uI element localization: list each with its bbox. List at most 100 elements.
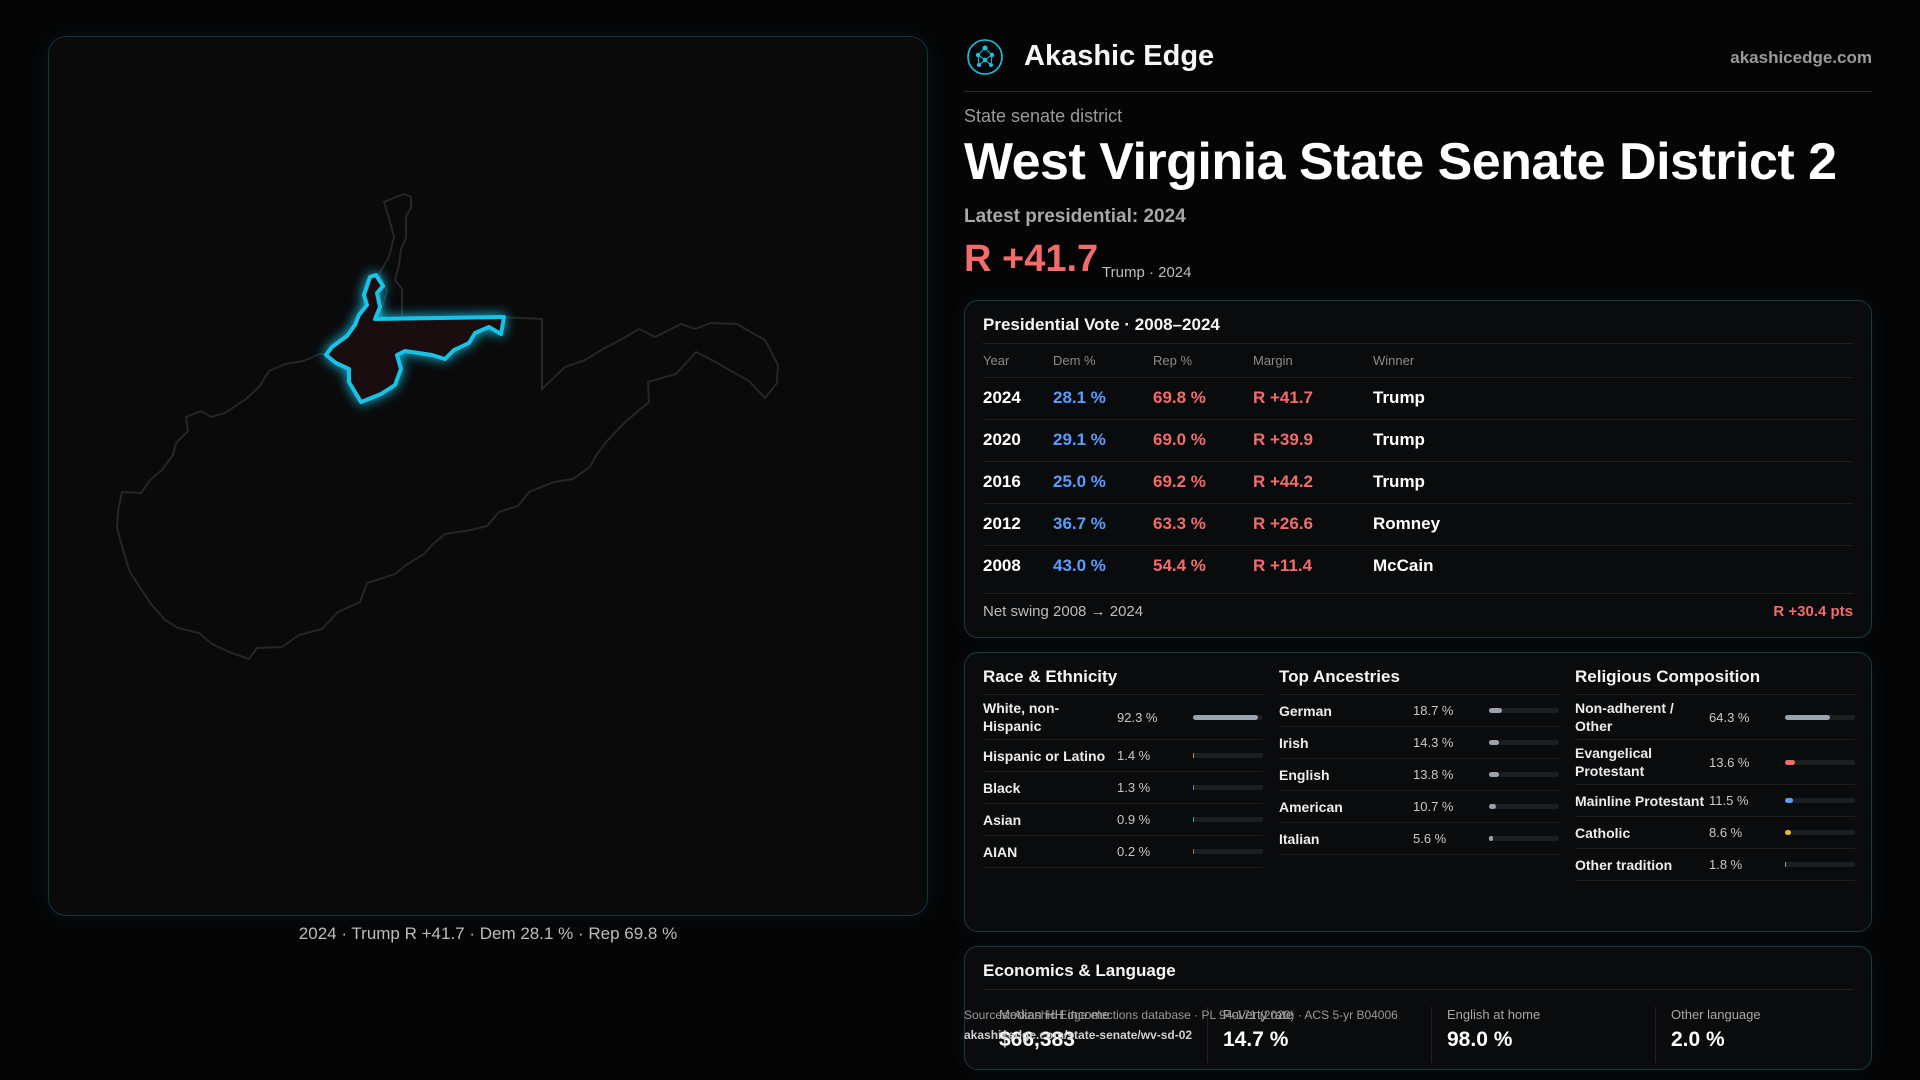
source-footer: Sources: Akashic Edge elections database… <box>964 1005 1398 1045</box>
cell-margin: R +26.6 <box>1253 502 1373 545</box>
brand-url[interactable]: akashicedge.com <box>1730 48 1872 67</box>
item-percent: 0.9 % <box>1117 812 1151 827</box>
item-bar-track <box>1193 817 1263 822</box>
cell-dem: 28.1 % <box>1053 376 1153 419</box>
cell-winner: Romney <box>1373 502 1853 545</box>
item-bar-fill <box>1785 862 1787 867</box>
district-2-shape[interactable] <box>324 273 506 404</box>
divider <box>983 343 1853 344</box>
item-label: Italian <box>1279 830 1320 847</box>
table-row[interactable]: 2024 28.1 % 69.8 % R +41.7 Trump <box>983 376 1853 419</box>
item-percent: 1.8 % <box>1709 857 1743 872</box>
divider <box>983 593 1853 594</box>
item-percent: 5.6 % <box>1413 831 1447 846</box>
net-swing-label: Net swing 2008 → 2024 <box>983 603 1144 620</box>
stat-value: 98.0 % <box>1447 1028 1513 1051</box>
item-label: Hispanic or Latino <box>983 747 1106 764</box>
col-winner: Winner <box>1373 353 1415 368</box>
item-percent: 18.7 % <box>1413 703 1454 718</box>
table-row[interactable]: 2020 29.1 % 69.0 % R +39.9 Trump <box>983 418 1853 461</box>
item-bar-track <box>1193 849 1263 854</box>
list-item[interactable]: AIAN 0.2 % <box>983 836 1263 868</box>
brand-name: Akashic Edge <box>1024 40 1215 72</box>
district-type: State senate district <box>964 106 1123 126</box>
list-item[interactable]: Italian 5.6 % <box>1279 823 1559 855</box>
cell-year: 2020 <box>983 418 1053 461</box>
item-bar-fill <box>1489 708 1503 713</box>
item-percent: 13.8 % <box>1413 767 1454 782</box>
state-map[interactable] <box>49 37 928 916</box>
item-percent: 8.6 % <box>1709 825 1743 840</box>
table-row[interactable]: 2008 43.0 % 54.4 % R +11.4 McCain <box>983 544 1853 587</box>
source-text: Sources: Akashic Edge elections database… <box>964 1008 1398 1022</box>
stat-poverty-rate: Poverty rate 14.7 % <box>1223 1007 1423 1052</box>
map-panel[interactable] <box>48 36 928 916</box>
item-label: AIAN <box>983 843 1018 860</box>
stat-other-language: Other language 2.0 % <box>1671 1007 1871 1052</box>
cell-rep: 63.3 % <box>1153 502 1253 545</box>
item-percent: 92.3 % <box>1117 709 1158 725</box>
item-bar-track <box>1785 798 1855 803</box>
table-row[interactable]: 2012 36.7 % 63.3 % R +26.6 Romney <box>983 502 1853 545</box>
list-item[interactable]: Other tradition 1.8 % <box>1575 849 1855 881</box>
list-item[interactable]: Non-adherent / Other 64.3 % <box>1575 695 1855 740</box>
presidential-vote-table: Year Dem % Rep % Margin Winner 2024 28.1… <box>983 353 1853 587</box>
list-item[interactable]: Mainline Protestant 11.5 % <box>1575 785 1855 817</box>
item-percent: 64.3 % <box>1709 709 1750 725</box>
col-year: Year <box>983 353 1010 368</box>
list-item[interactable]: Asian 0.9 % <box>983 804 1263 836</box>
item-bar-track <box>1193 714 1263 720</box>
cell-winner: Trump <box>1373 460 1853 503</box>
divider <box>983 989 1853 990</box>
cell-dem: 25.0 % <box>1053 460 1153 503</box>
item-percent: 13.6 % <box>1709 754 1750 770</box>
state-outline <box>115 192 780 661</box>
cell-year: 2024 <box>983 376 1053 419</box>
race-ethnicity-title: Race & Ethnicity <box>983 667 1263 695</box>
item-label: Catholic <box>1575 824 1631 841</box>
map-caption: 2024 · Trump R +41.7 · Dem 28.1 % · Rep … <box>298 924 678 943</box>
item-label: Other tradition <box>1575 856 1673 873</box>
item-bar-track <box>1785 830 1855 835</box>
item-percent: 11.5 % <box>1709 793 1749 808</box>
item-label: English <box>1279 766 1330 783</box>
col-dem: Dem % <box>1053 353 1096 368</box>
list-item[interactable]: English 13.8 % <box>1279 759 1559 791</box>
list-item[interactable]: Irish 14.3 % <box>1279 727 1559 759</box>
list-item[interactable]: Evangelical Protestant 13.6 % <box>1575 740 1855 785</box>
stat-label: Other language <box>1671 1007 1761 1022</box>
divider <box>1431 1007 1432 1063</box>
item-label: White, non-Hispanic <box>983 700 1060 734</box>
tree-of-life-icon[interactable] <box>966 38 1004 76</box>
list-item[interactable]: Catholic 8.6 % <box>1575 817 1855 849</box>
cell-rep: 54.4 % <box>1153 544 1253 587</box>
cell-margin: R +11.4 <box>1253 544 1373 587</box>
cell-rep: 69.8 % <box>1153 376 1253 419</box>
table-row[interactable]: 2016 25.0 % 69.2 % R +44.2 Trump <box>983 460 1853 503</box>
latest-margin-sub: Trump · 2024 <box>1102 264 1192 281</box>
list-item[interactable]: American 10.7 % <box>1279 791 1559 823</box>
source-url[interactable]: akashicedge.com/state-senate/wv-sd-02 <box>964 1028 1193 1042</box>
net-swing-value: R +30.4 pts <box>1773 603 1853 620</box>
item-label: Non-adherent / Other <box>1575 700 1674 734</box>
item-bar-fill <box>1489 740 1499 745</box>
stat-label: Poverty rate <box>1223 1007 1294 1022</box>
item-bar-track <box>1193 785 1263 790</box>
list-item[interactable]: Black 1.3 % <box>983 772 1263 804</box>
latest-margin: R +41.7 <box>964 238 1099 280</box>
list-item[interactable]: White, non-Hispanic 92.3 % <box>983 695 1263 740</box>
item-bar-fill <box>1785 798 1794 803</box>
item-bar-track <box>1785 759 1855 765</box>
divider <box>1207 1007 1208 1063</box>
item-bar-fill <box>1785 830 1792 835</box>
cell-rep: 69.0 % <box>1153 418 1253 461</box>
page-title: West Virginia State Senate District 2 <box>964 133 1837 191</box>
item-bar-track <box>1489 836 1559 841</box>
item-percent: 1.3 % <box>1117 780 1151 795</box>
item-percent: 0.2 % <box>1117 844 1151 859</box>
cell-margin: R +44.2 <box>1253 460 1373 503</box>
list-item[interactable]: German 18.7 % <box>1279 695 1559 727</box>
item-bar-fill <box>1193 753 1195 758</box>
list-item[interactable]: Hispanic or Latino 1.4 % <box>983 740 1263 772</box>
stat-value: $66,383 <box>999 1028 1075 1051</box>
